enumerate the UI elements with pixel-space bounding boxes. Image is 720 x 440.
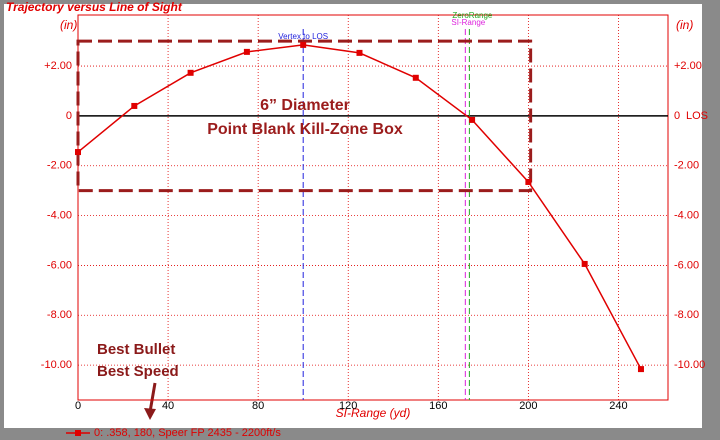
box-text: Point Blank Kill-Zone Box [207, 121, 403, 138]
y2-tick-label: +2.00 [674, 60, 702, 72]
y-tick-label: +2.00 [44, 60, 72, 72]
x-tick-label: 40 [162, 400, 174, 412]
y2-tick-label: 0 [674, 110, 680, 122]
vline-label: SI-Range [451, 18, 485, 27]
arrow [148, 382, 157, 413]
marker [525, 178, 532, 185]
y-tick-label: 0 [66, 110, 72, 122]
x-tick-label: 240 [609, 400, 627, 412]
marker [412, 74, 419, 81]
x-tick-label: 120 [339, 400, 357, 412]
legend-marker [75, 430, 81, 436]
x-tick-label: 80 [252, 400, 264, 412]
y2-tick-label: -6.00 [674, 259, 699, 271]
y2-unit: (in) [676, 18, 693, 32]
x-tick-label: 200 [519, 400, 537, 412]
marker [131, 102, 138, 109]
note-text: Best Speed [97, 363, 179, 380]
x-axis-label: SI-Range (yd) [336, 406, 411, 420]
arrow-head [144, 408, 156, 420]
box-text: 6” Diameter [260, 97, 350, 114]
los-label: LOS [686, 110, 708, 122]
marker [356, 49, 363, 56]
y-tick-label: -6.00 [47, 259, 72, 271]
x-tick-label: 0 [75, 400, 81, 412]
marker [243, 48, 250, 55]
panel [4, 4, 702, 428]
note-text: Best Bullet [97, 341, 175, 358]
kill-zone-box [76, 39, 533, 193]
marker [469, 116, 476, 123]
y2-tick-label: -8.00 [674, 309, 699, 321]
chart-title: Trajectory versus Line of Sight [6, 0, 183, 14]
marker [75, 149, 81, 156]
y-tick-label: -10.00 [41, 359, 72, 371]
marker [581, 260, 588, 267]
marker [637, 366, 644, 373]
legend-label: 0: .358, 180, Speer FP 2435 - 2200ft/s [94, 427, 281, 439]
x-tick-label: 160 [429, 400, 447, 412]
y-tick-label: -8.00 [47, 309, 72, 321]
y2-tick-label: -10.00 [674, 359, 705, 371]
y-tick-label: -2.00 [47, 160, 72, 172]
y2-tick-label: -2.00 [674, 160, 699, 172]
marker [187, 69, 194, 76]
marker [300, 41, 307, 48]
vline-label: Vertex to LOS [278, 32, 328, 41]
y2-tick-label: -4.00 [674, 210, 699, 222]
y-tick-label: -4.00 [47, 210, 72, 222]
vline-label: ZeroRange [452, 11, 493, 20]
y-unit: (in) [60, 18, 77, 32]
